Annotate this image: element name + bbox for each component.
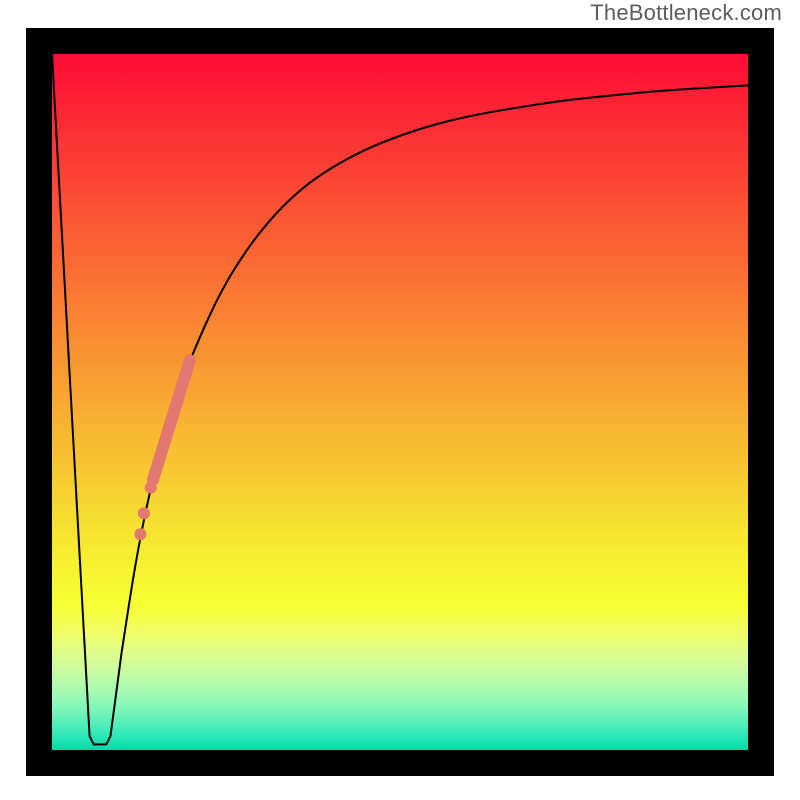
background-gradient [52,54,748,750]
highlight-dot [138,507,150,519]
highlight-dot [145,482,157,494]
figure-root: TheBottleneck.com [0,0,800,800]
highlight-dot [134,528,146,540]
plot-svg [0,0,800,800]
